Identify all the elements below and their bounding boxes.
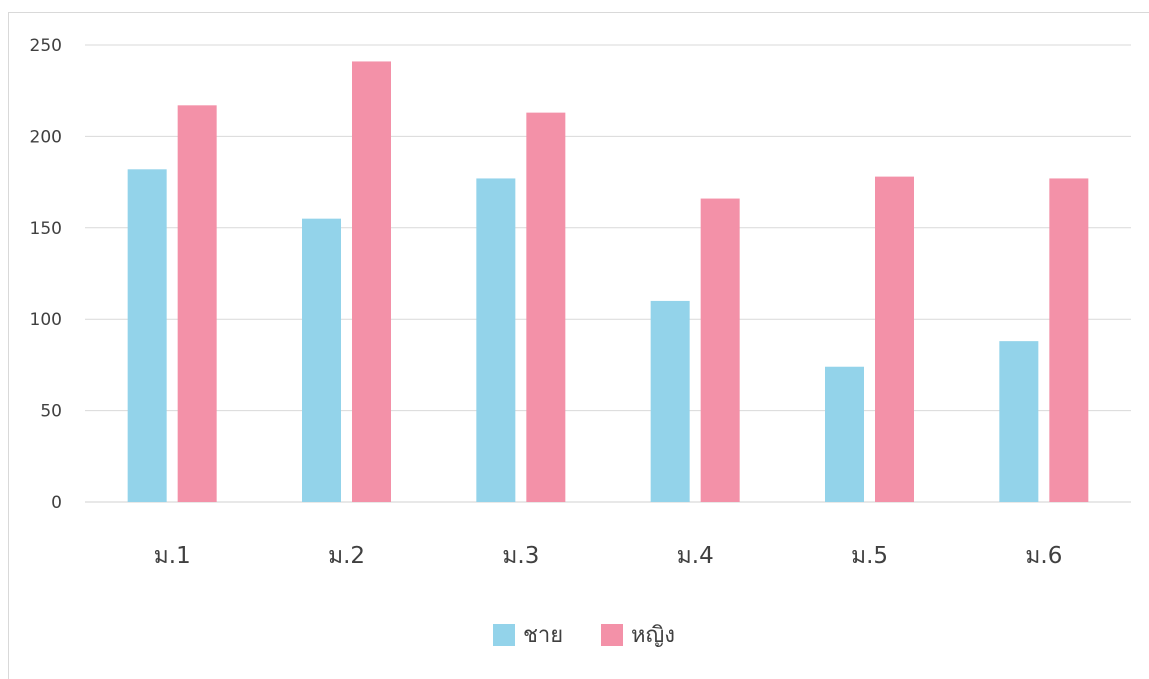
y-tick-label: 0 bbox=[51, 493, 62, 513]
bar-female-6 bbox=[1049, 178, 1089, 502]
x-tick-label: ม.6 bbox=[1025, 543, 1062, 569]
bar-male-5 bbox=[825, 366, 864, 502]
bars bbox=[127, 61, 1089, 503]
legend-label-female: หญิง bbox=[631, 623, 675, 648]
y-axis: 0 50 100 150 200 250 bbox=[30, 36, 62, 513]
legend-label-male: ชาย bbox=[523, 623, 563, 648]
x-tick-label: ม.5 bbox=[851, 543, 888, 569]
bar-female-1 bbox=[177, 105, 217, 502]
bar-male-2 bbox=[302, 218, 341, 502]
bar-female-2 bbox=[352, 61, 391, 503]
legend-swatch-male bbox=[493, 624, 515, 646]
x-axis: ม.1 ม.2 ม.3 ม.4 ม.5 ม.6 bbox=[154, 543, 1063, 569]
gridlines bbox=[85, 44, 1131, 503]
bar-male-4 bbox=[650, 300, 690, 502]
bar-female-3 bbox=[526, 112, 566, 503]
bar-female-5 bbox=[875, 176, 914, 502]
y-tick-label: 250 bbox=[30, 36, 62, 56]
y-tick-label: 200 bbox=[30, 127, 62, 147]
x-tick-label: ม.4 bbox=[677, 543, 714, 569]
x-tick-label: ม.1 bbox=[154, 543, 191, 569]
y-tick-label: 50 bbox=[40, 402, 62, 422]
y-tick-label: 100 bbox=[30, 310, 62, 330]
x-tick-label: ม.2 bbox=[328, 543, 365, 569]
legend-swatch-female bbox=[601, 624, 623, 646]
y-tick-label: 150 bbox=[30, 219, 62, 239]
x-tick-label: ม.3 bbox=[502, 543, 539, 569]
bar-male-1 bbox=[127, 169, 167, 502]
bar-male-3 bbox=[476, 178, 516, 502]
bar-male-6 bbox=[999, 341, 1039, 502]
bar-female-4 bbox=[700, 198, 740, 502]
legend: ชาย หญิง bbox=[493, 623, 675, 648]
